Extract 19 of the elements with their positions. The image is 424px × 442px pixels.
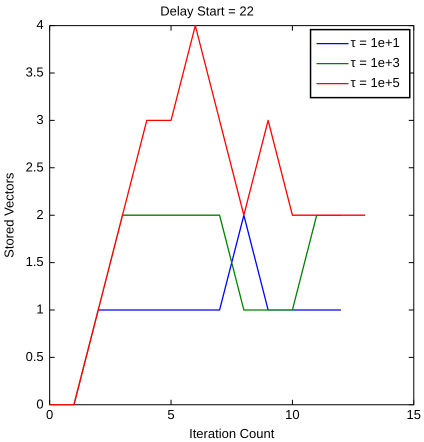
y-tick-label: 2.5	[26, 159, 44, 174]
y-tick-label: 1.5	[26, 254, 44, 270]
chart-title: Delay Start = 22	[160, 3, 254, 18]
y-tick-label: 4	[36, 17, 44, 32]
y-axis-title: Stored Vectors	[1, 172, 16, 258]
x-tick-label: 0	[46, 407, 54, 422]
x-tick-label: 10	[285, 407, 300, 422]
legend-label: τ = 1e+1	[350, 35, 400, 50]
y-tick-label: 0	[36, 396, 44, 412]
y-tick-label: 3	[36, 112, 44, 127]
x-tick-label: 5	[167, 407, 175, 422]
y-tick-label: 2	[36, 206, 44, 222]
y-tick-label: 0.5	[26, 348, 44, 364]
legend-label: τ = 1e+5	[350, 75, 400, 90]
y-tick-label: 1	[36, 302, 44, 317]
y-tick-label: 3.5	[26, 64, 44, 80]
x-axis-title: Iteration Count	[189, 426, 275, 441]
legend-label: τ = 1e+3	[350, 55, 400, 70]
x-tick-label: 15	[406, 407, 422, 422]
